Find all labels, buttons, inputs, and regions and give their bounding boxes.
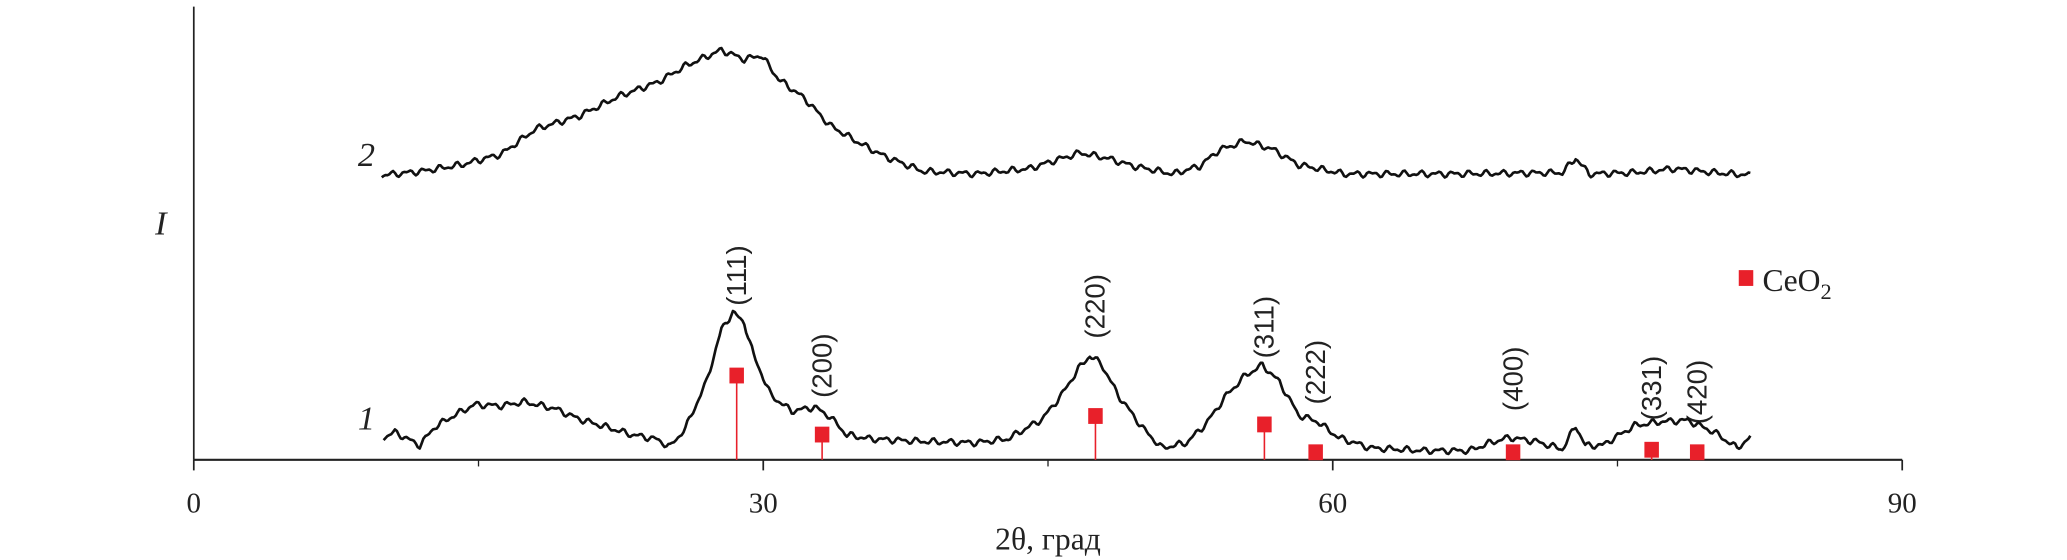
reference-marker [1505,444,1521,461]
legend-subscript: 2 [1820,279,1831,304]
x-tick-label: 30 [749,488,778,520]
reference-peak-222: (222) [1300,340,1331,461]
hkl-label: (220) [1080,274,1111,339]
x-ticks [192,459,1904,471]
reference-marker [1257,416,1272,433]
xrd-curve-1 [382,309,1752,456]
curve-label-2: 2 [358,136,375,174]
legend-marker [1738,270,1754,286]
reference-peak-420: (420) [1681,360,1712,461]
reference-peaks: (111) (200) (220) (311) (222) (400) (331) (420) [721,245,1712,461]
reference-peak-220: (220) [1080,274,1111,460]
hkl-label: (311) [1249,296,1280,359]
legend-label: CeO2 [1762,263,1831,304]
reference-marker [814,426,830,443]
x-tick-label: 0 [187,488,202,520]
reference-marker [1689,444,1705,461]
reference-peak-311: (311) [1249,296,1280,460]
hkl-label: (400) [1497,347,1528,412]
hkl-label: (331) [1636,356,1667,421]
reference-marker [729,367,744,384]
hkl-label: (200) [806,333,837,398]
x-tick-label: 60 [1318,488,1347,520]
x-tick-label: 90 [1888,488,1917,520]
hkl-label: (420) [1681,360,1712,425]
hkl-label: (111) [721,245,752,305]
reference-peak-331: (331) [1636,356,1667,460]
y-axis-title: I [154,205,168,243]
reference-marker [1308,444,1323,461]
reference-marker [1088,408,1103,424]
reference-marker [1644,441,1659,458]
legend: CeO2 [1738,263,1832,304]
xrd-curve-2 [380,46,1751,179]
x-axis-title: 2θ, град [995,521,1101,556]
x-tick-labels: 0 30 60 90 [187,488,1917,520]
legend-text: CeO [1762,263,1820,298]
reference-peak-200: (200) [806,333,837,460]
hkl-label: (222) [1300,340,1331,405]
reference-peak-400: (400) [1497,347,1528,461]
curve-label-1: 1 [358,400,375,438]
curves [380,46,1752,456]
reference-peak-111: (111) [721,245,752,460]
